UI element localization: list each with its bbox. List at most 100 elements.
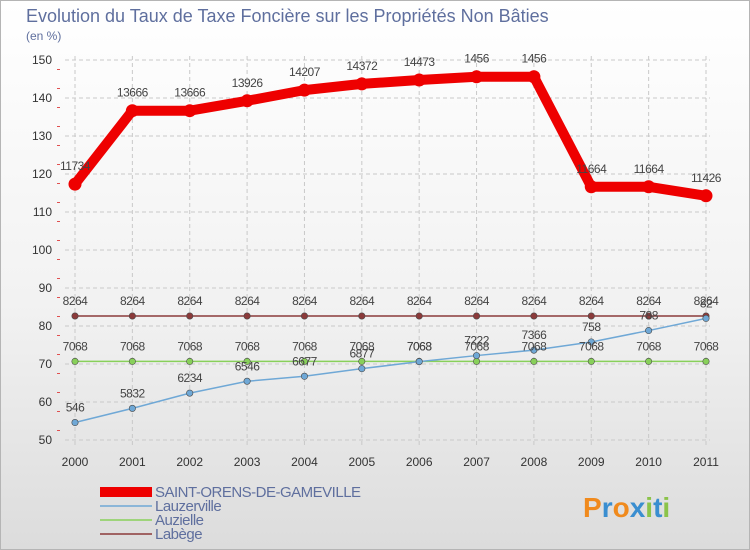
data-label-2-8: 7366 [522,328,548,342]
data-point-0-5 [358,312,366,320]
data-label-0-2: 8264 [177,294,203,308]
data-label-3-6: 14473 [404,55,436,69]
data-label-0-5: 8264 [349,294,375,308]
data-point-0-3 [243,312,251,320]
data-label-3-4: 14207 [289,65,321,79]
x-tick-label-2010: 2010 [635,455,662,469]
data-label-0-0: 8264 [63,294,89,308]
data-label-2-0: 546 [66,401,85,415]
y-axis-unit: (en %) [26,29,61,43]
data-label-3-3: 13926 [232,76,264,90]
data-point-1-10 [645,357,653,365]
x-tick-label-2004: 2004 [291,455,318,469]
data-point-3-10 [642,180,656,194]
data-point-0-8 [530,312,538,320]
data-label-2-7: 7222 [464,334,490,348]
data-point-3-11 [699,189,713,203]
data-point-2-5 [358,365,366,373]
y-tick-label-50: 50 [39,433,53,447]
chart-title: Evolution du Taux de Taxe Foncière sur l… [26,6,549,26]
data-label-1-4: 7068 [292,339,318,353]
data-point-3-9 [584,180,598,194]
data-label-0-6: 8264 [407,294,433,308]
data-label-1-10: 7068 [636,339,662,353]
logo-letter: P [583,492,602,523]
data-label-2-4: 6677 [292,354,318,368]
data-label-2-3: 6546 [235,359,261,373]
data-label-3-0: 11734 [60,159,91,173]
data-point-1-5 [358,357,366,365]
data-label-1-9: 7068 [579,339,605,353]
data-label-0-11: 8264 [694,294,720,308]
data-label-2-1: 5832 [120,386,146,400]
y-tick-label-130: 130 [32,129,52,143]
data-label-2-11: 82 [700,296,713,310]
data-label-1-2: 7068 [177,339,203,353]
data-point-1-0 [71,357,79,365]
data-label-1-6: 7068 [407,339,433,353]
x-tick-label-2008: 2008 [521,455,548,469]
x-tick-label-2000: 2000 [62,455,89,469]
data-point-0-6 [415,312,423,320]
data-point-1-4 [300,357,308,365]
data-label-0-3: 8264 [235,294,261,308]
data-label-1-0: 7068 [63,339,89,353]
x-tick-label-2002: 2002 [176,455,203,469]
data-label-3-11: 11426 [691,171,722,185]
data-point-2-8 [530,346,538,354]
y-tick-label-110: 110 [33,205,52,219]
data-point-0-7 [473,312,481,320]
legend-label-3: Labège [155,526,202,543]
grid [65,56,710,446]
data-label-1-5: 7068 [349,339,375,353]
data-point-3-5 [355,77,369,91]
legend-label-0: SAINT-ORENS-DE-GAMEVILLE [155,484,361,501]
data-point-0-1 [128,312,136,320]
series-line-3 [70,71,711,201]
data-point-3-3 [240,94,254,108]
y-tick-label-70: 70 [39,357,53,371]
x-tick-label-2003: 2003 [234,455,261,469]
data-point-3-8 [527,70,541,84]
data-point-3-2 [183,104,197,118]
data-point-2-2 [186,389,194,397]
data-label-1-3: 7068 [235,339,261,353]
data-label-3-8: 1456 [522,52,548,66]
data-point-0-0 [71,312,79,320]
y-tick-label-140: 140 [32,91,52,105]
logo-letter: i [645,492,653,523]
logo-letter: r [602,492,613,523]
data-label-1-8: 7068 [522,339,548,353]
series-line-2 [74,317,707,424]
data-point-3-0 [68,177,82,191]
x-tick-label-2011: 2011 [693,455,719,469]
data-label-3-5: 14372 [346,59,378,73]
y-tick-label-80: 80 [39,319,53,333]
logo-letter: x [630,492,646,523]
data-labels: 8264 8264 8264 8264 8264 8264 8264 8264 8264 8264… [60,52,722,415]
data-label-0-8: 8264 [522,294,548,308]
data-label-0-10: 8264 [636,294,662,308]
data-label-0-4: 8264 [292,294,318,308]
data-label-2-2: 6234 [177,371,203,385]
data-label-3-10: 11664 [634,162,665,176]
data-label-2-9: 758 [582,320,601,334]
data-point-1-9 [587,357,595,365]
data-point-1-1 [128,357,136,365]
data-point-1-3 [243,357,251,365]
data-label-2-5: 6877 [349,347,375,361]
data-point-3-4 [297,83,311,97]
data-label-3-1: 13666 [117,86,149,100]
data-point-3-7 [470,70,484,84]
series-lines [68,70,713,427]
data-point-2-7 [473,352,481,360]
data-point-1-7 [473,357,481,365]
data-point-2-0 [71,419,79,427]
data-label-3-9: 11664 [576,162,607,176]
data-point-0-4 [300,312,308,320]
logo-letter: i [662,492,670,523]
data-label-0-9: 8264 [579,294,605,308]
y-tick-label-100: 100 [32,243,52,257]
